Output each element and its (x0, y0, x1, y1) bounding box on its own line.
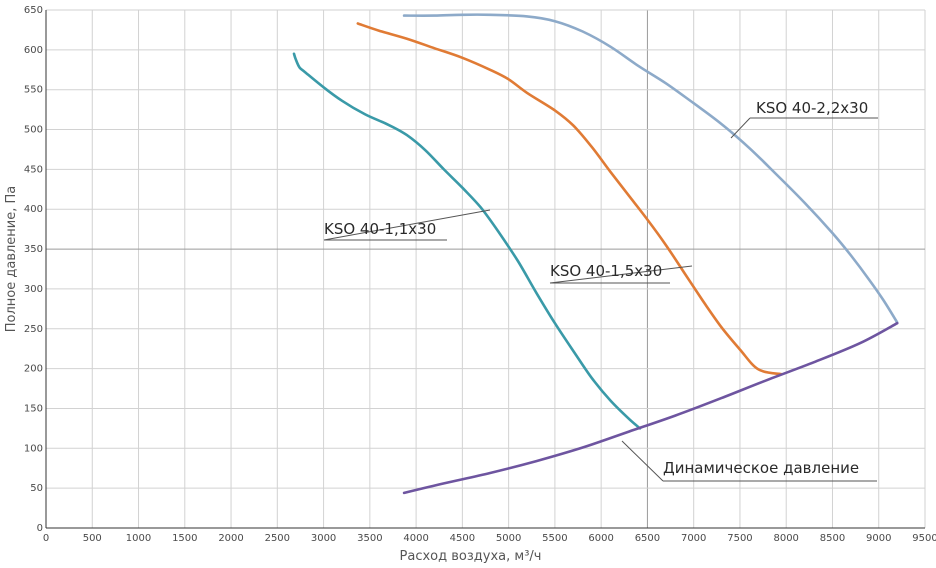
y-tick-label: 100 (24, 443, 43, 454)
annotation-label: KSO 40-1,5x30 (550, 262, 662, 280)
annotation-label: KSO 40-2,2x30 (756, 99, 868, 117)
x-tick-label: 1500 (172, 533, 197, 544)
annotation-leader (621, 440, 664, 482)
y-tick-label: 250 (24, 324, 43, 335)
axes (45, 10, 925, 529)
grid (45, 9, 926, 529)
annotation-label: KSO 40-1,1x30 (324, 220, 436, 238)
x-tick-label: 2000 (218, 533, 243, 544)
series-lines (292, 13, 899, 495)
x-tick-label: 1000 (126, 533, 151, 544)
series-line-2 (402, 13, 899, 324)
x-tick-label: 6000 (588, 533, 613, 544)
annotation-leader (323, 209, 491, 241)
y-tick-label: 200 (24, 364, 43, 375)
x-tick-label: 3500 (357, 533, 382, 544)
annotation-leader (549, 265, 693, 284)
x-tick-label: 0 (43, 533, 49, 544)
x-axis-title: Расход воздуха, м³/ч (400, 549, 542, 564)
y-tick-label: 150 (24, 403, 43, 414)
y-tick-label: 450 (24, 164, 43, 175)
y-tick-label: 300 (24, 284, 43, 295)
y-tick-label: 650 (24, 5, 43, 16)
y-tick-label: 350 (24, 244, 43, 255)
annotation-leader (730, 117, 751, 139)
x-tick-label: 7000 (681, 533, 706, 544)
y-tick-label: 600 (24, 45, 43, 56)
series-line-3 (402, 321, 899, 495)
y-tick-label: 0 (37, 523, 43, 534)
y-axis-title: Полное давление, Па (4, 186, 19, 333)
x-tick-label: 8500 (820, 533, 845, 544)
annotation-label: Динамическое давление (663, 459, 859, 477)
x-tick-label: 7500 (727, 533, 752, 544)
y-tick-labels: 0 50 100 150 200 250 300 350 400 450 500 550 600 650 (24, 5, 43, 534)
x-tick-label: 8000 (773, 533, 798, 544)
x-tick-label: 4000 (403, 533, 428, 544)
x-tick-label: 5000 (496, 533, 521, 544)
y-tick-label: 500 (24, 125, 43, 136)
x-tick-label: 9000 (866, 533, 891, 544)
y-tick-label: 400 (24, 204, 43, 215)
x-tick-label: 3000 (311, 533, 336, 544)
series-line-0 (292, 52, 642, 430)
x-tick-label: 2500 (265, 533, 290, 544)
annotation-leaders (323, 117, 878, 482)
y-tick-label: 550 (24, 85, 43, 96)
y-tick-label: 50 (30, 483, 43, 494)
series-line-1 (356, 22, 783, 376)
x-tick-label: 4500 (450, 533, 475, 544)
x-tick-labels: 0 500 1000 1500 2000 2500 3000 3500 4000 4500 5000… (43, 533, 936, 544)
annotation-labels: KSO 40-2,2x30 KSO 40-1,1x30 KSO 40-1,5x30 Д… (324, 99, 868, 477)
x-tick-label: 500 (83, 533, 102, 544)
x-tick-label: 5500 (542, 533, 567, 544)
x-tick-label: 9500 (912, 533, 936, 544)
x-tick-label: 6500 (635, 533, 660, 544)
